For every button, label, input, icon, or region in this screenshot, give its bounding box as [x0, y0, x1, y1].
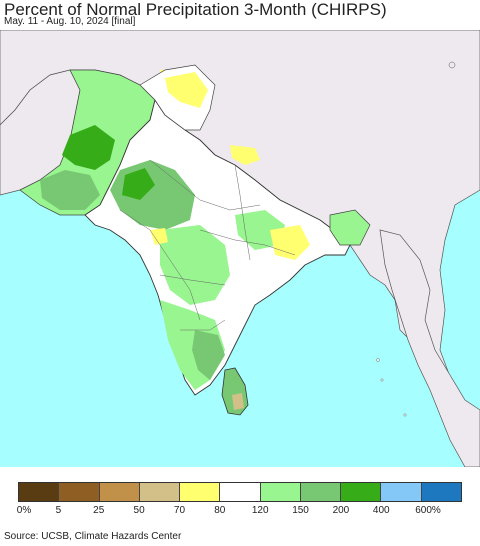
legend-swatch	[59, 483, 100, 501]
island-4	[403, 413, 407, 417]
region-wettest-nw	[122, 168, 155, 200]
precipitation-map	[0, 30, 480, 467]
legend-swatch	[220, 483, 261, 501]
region-wetter-pak	[40, 170, 100, 210]
legend-label: 70	[173, 505, 186, 516]
legend-label: 50	[133, 505, 145, 516]
island-2	[376, 358, 380, 362]
state-borders	[119, 159, 296, 331]
legend-swatch	[381, 483, 422, 501]
region-dry-ne	[230, 145, 260, 165]
legend-label: 5	[55, 505, 62, 516]
legend-label: 25	[93, 505, 105, 516]
legend-label: 150	[292, 505, 309, 516]
legend-swatch	[139, 483, 181, 501]
region-wet-central	[160, 225, 230, 305]
legend-label: 120	[251, 505, 269, 516]
legend-swatch	[99, 483, 140, 501]
legend-swatch	[180, 483, 221, 501]
legend-swatch	[421, 483, 461, 501]
region-wetter-south	[192, 330, 225, 380]
legend-swatch	[341, 483, 382, 501]
region-wettest-north	[62, 125, 115, 170]
legend-label: 600%	[415, 505, 441, 516]
source-credit: Source: UCSB, Climate Hazards Center	[4, 531, 182, 542]
island-1	[448, 61, 456, 69]
legend-swatch	[260, 483, 301, 501]
map-title: Percent of Normal Precipitation 3-Month …	[4, 0, 387, 19]
region-dry-east	[270, 225, 310, 260]
region-bangladesh	[329, 209, 371, 246]
region-dry-mid	[150, 228, 168, 245]
legend-labels: 0% 5 25 50 70 80 120 150 200 400 600%	[0, 505, 480, 519]
legend-swatch	[300, 483, 342, 501]
region-sri-lanka-dry	[232, 393, 244, 410]
legend-label: 0%	[16, 505, 32, 516]
region-himalaya-dry	[165, 72, 208, 108]
island-3	[380, 378, 384, 382]
map-subtitle: May. 11 - Aug. 10, 2024 [final]	[4, 16, 136, 27]
legend-swatch	[19, 483, 60, 501]
legend-label: 200	[332, 505, 350, 516]
legend-label: 400	[372, 505, 390, 516]
legend-colorbar	[18, 482, 462, 502]
legend-label: 80	[214, 505, 226, 516]
outside-land-east	[379, 229, 480, 467]
